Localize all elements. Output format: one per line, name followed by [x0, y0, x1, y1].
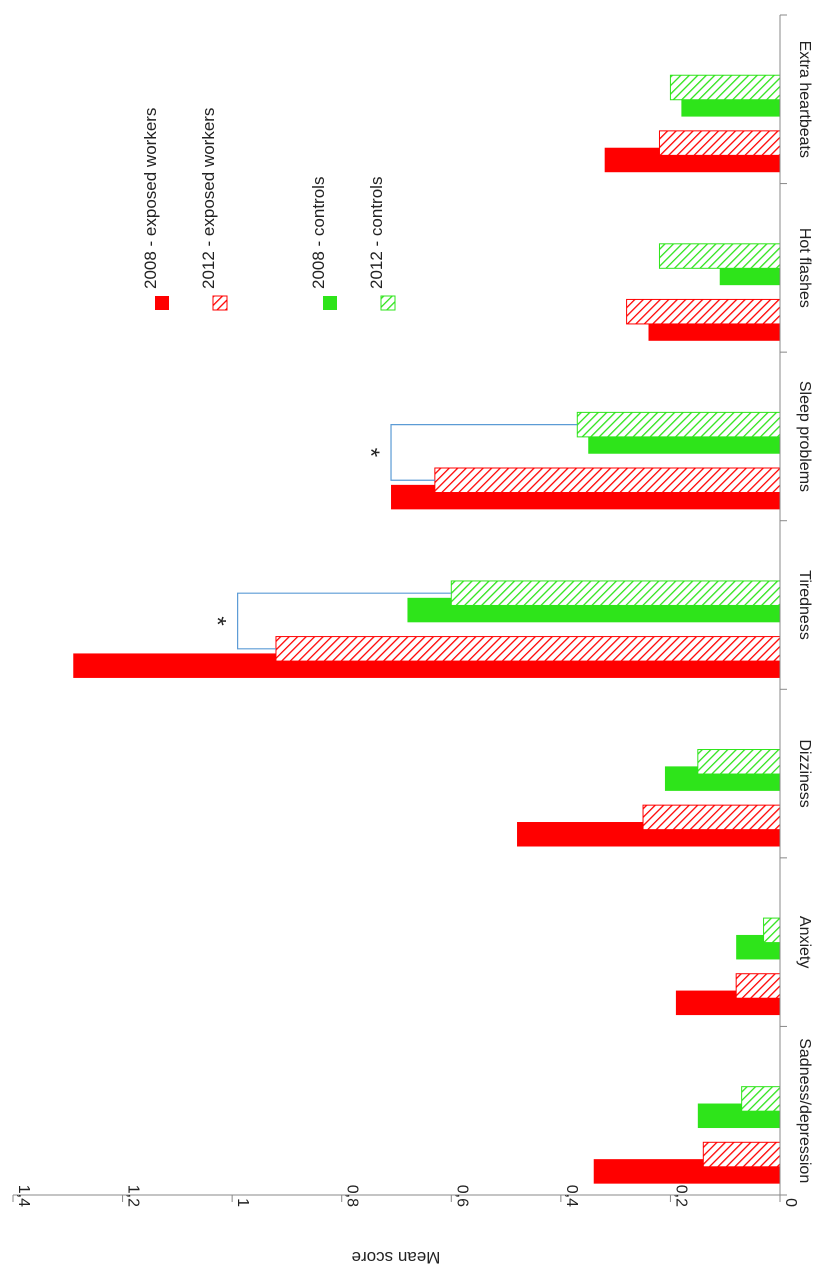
category-label-dizziness: Dizziness: [796, 739, 813, 807]
category-label-hot-flashes: Hot flashes: [796, 228, 813, 308]
legend-swatch-2008-exposed-workers: [155, 296, 169, 310]
plot-area: 0 0,2 0,4 0,6 0,8 1 1,2 1,4 Mean score Extra hear…: [12, 14, 813, 1267]
value-tick-label: 0: [782, 1198, 799, 1207]
bar-2012-controls-hot-flashes: [658, 243, 781, 269]
legend-label-2008-controls: 2008 - controls: [309, 177, 328, 289]
value-tick-label: 1: [234, 1198, 251, 1207]
value-tick-label: 1,4: [15, 1185, 32, 1207]
bar-2012-exposed-workers-extra-heartbeats: [658, 130, 781, 156]
legend-label-2008-exposed-workers: 2008 - exposed workers: [141, 108, 160, 289]
bar-2012-exposed-workers-hot-flashes: [626, 298, 781, 325]
bar-2012-exposed-workers-sleep-problems: [434, 467, 781, 494]
legend-swatch-2012-exposed-workers: [212, 295, 228, 311]
legend-swatch-2012-controls: [380, 295, 396, 311]
significance-bracket: [237, 592, 452, 650]
legend-label-2012-exposed-workers: 2012 - exposed workers: [199, 108, 218, 289]
category-label-sadness-depression: Sadness/depression: [796, 1038, 813, 1183]
bar-2012-exposed-workers-anxiety: [735, 973, 781, 999]
bar-2012-controls-sleep-problems: [576, 411, 781, 438]
bar-2012-controls-tiredness: [450, 580, 781, 606]
value-axis-title: Mean score: [352, 1248, 441, 1267]
bar-2012-controls-anxiety: [763, 917, 781, 944]
value-tick-label: 0,6: [453, 1185, 470, 1207]
value-tick-label: 0,2: [672, 1185, 689, 1207]
bar-2012-exposed-workers-tiredness: [275, 636, 781, 662]
legend-swatch-2008-controls: [323, 296, 337, 310]
bar-2012-controls-sadness-depression: [741, 1086, 781, 1112]
bar-2012-exposed-workers-sadness-depression: [702, 1141, 781, 1168]
value-tick-label: 0,4: [563, 1185, 580, 1207]
category-label-extra-heartbeats: Extra heartbeats: [796, 41, 813, 158]
category-label-sleep-problems: Sleep problems: [796, 381, 813, 492]
category-label-tiredness: Tiredness: [796, 570, 813, 640]
value-tick-label: 0,8: [344, 1185, 361, 1207]
legend-label-2012-controls: 2012 - controls: [367, 177, 386, 289]
significance-marker: *: [357, 448, 384, 457]
value-tick-label: 1,2: [125, 1185, 142, 1207]
bar-2012-exposed-workers-dizziness: [642, 804, 781, 831]
bar-2012-controls-extra-heartbeats: [669, 74, 781, 101]
significance-bracket: [390, 424, 578, 481]
significance-marker: *: [204, 616, 231, 625]
category-label-anxiety: Anxiety: [796, 916, 813, 968]
bar-2012-controls-dizziness: [697, 749, 781, 775]
